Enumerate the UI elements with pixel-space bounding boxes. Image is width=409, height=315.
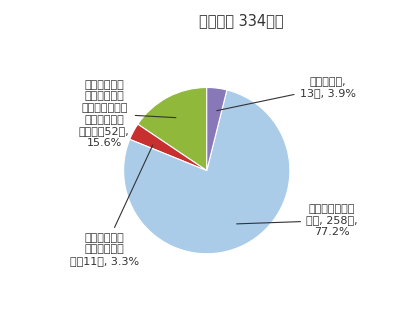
- Wedge shape: [124, 90, 289, 254]
- Text: （全企業 334社）: （全企業 334社）: [199, 13, 283, 28]
- Text: 現時点で影響
は出ていない
が、今後影響が
出る可能性が
ある、　52社,
15.6%: 現時点で影響 は出ていない が、今後影響が 出る可能性が ある、 52社, 15…: [79, 80, 175, 148]
- Wedge shape: [129, 124, 206, 171]
- Wedge shape: [206, 88, 226, 171]
- Wedge shape: [137, 88, 206, 171]
- Text: 影響が出たが
すでに収束し
た、11社, 3.3%: 影響が出たが すでに収束し た、11社, 3.3%: [70, 145, 153, 266]
- Text: 影響はない,
13社, 3.9%: 影響はない, 13社, 3.9%: [216, 77, 355, 111]
- Text: 影響が継続して
いる, 258社,
77.2%: 影響が継続して いる, 258社, 77.2%: [236, 204, 357, 237]
